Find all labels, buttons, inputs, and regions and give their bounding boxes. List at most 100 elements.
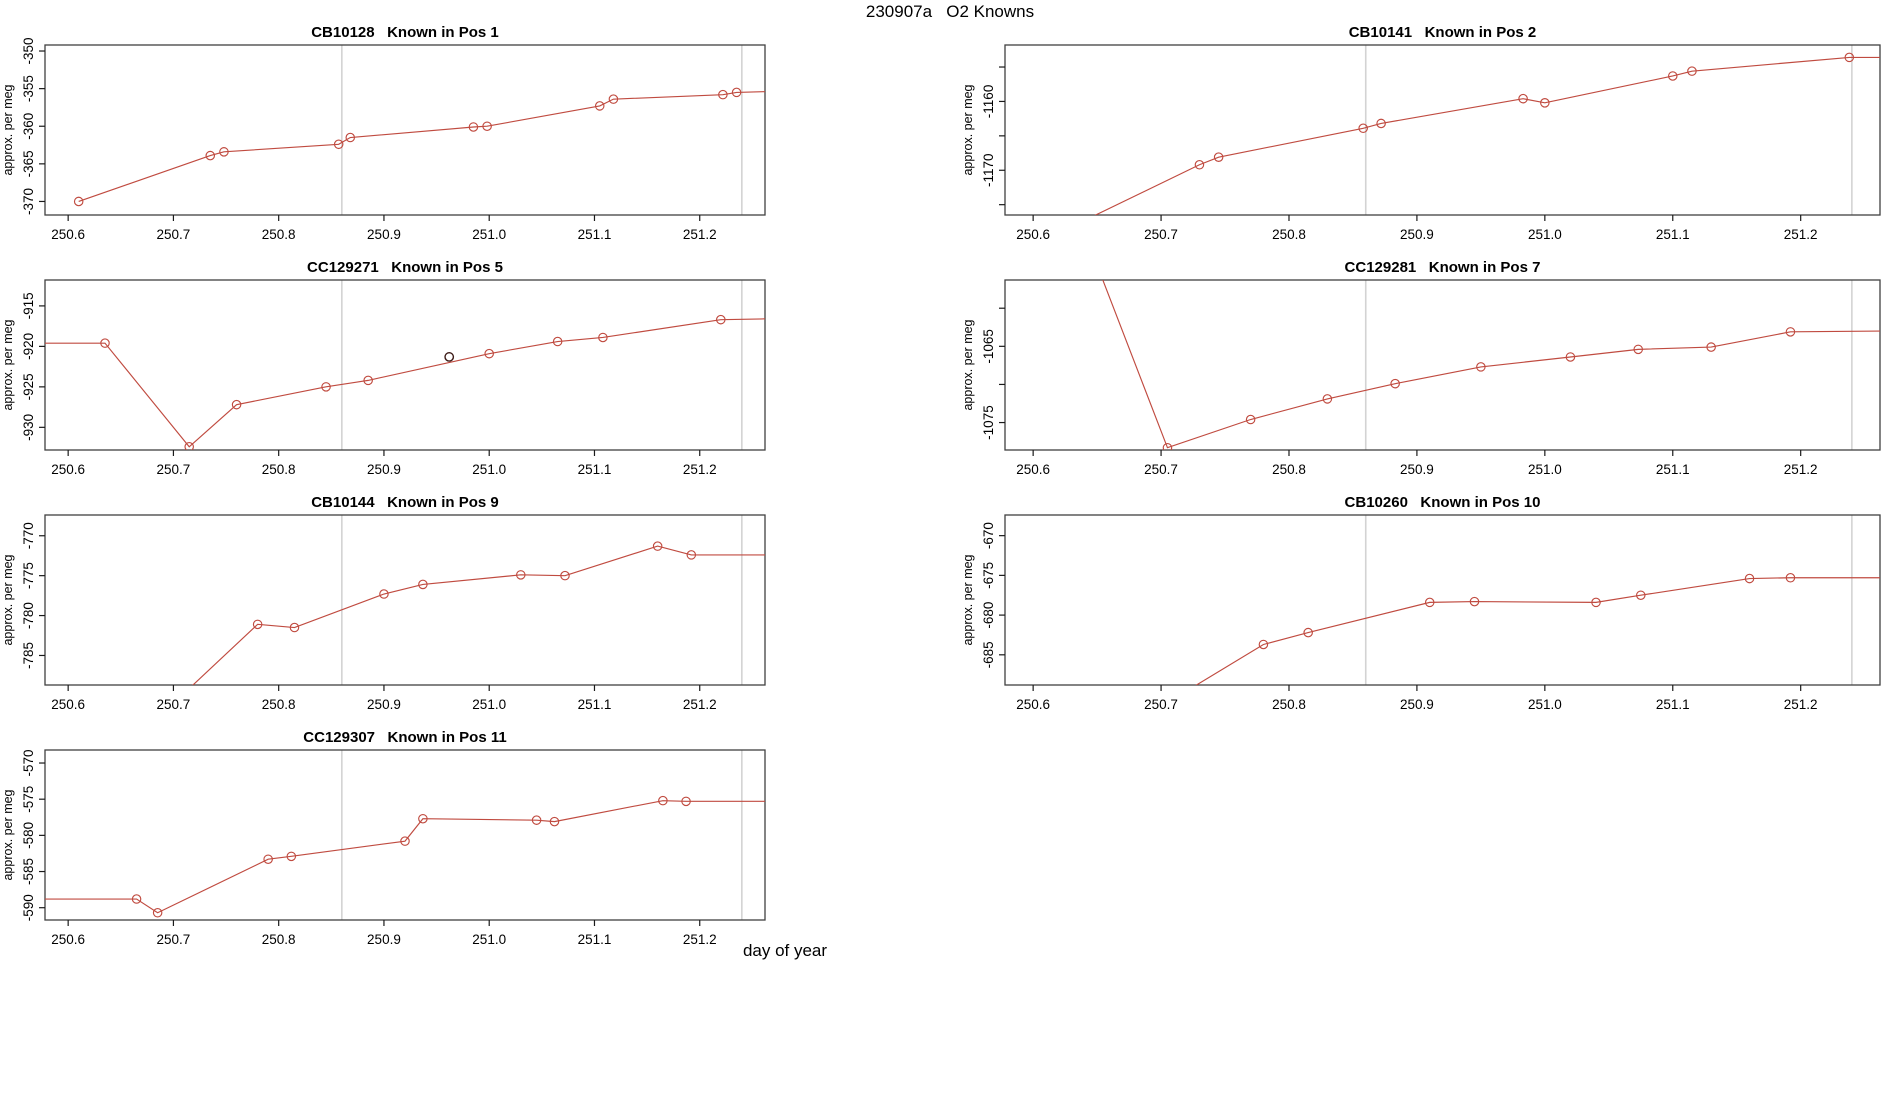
data-point-marker	[1633, 344, 1643, 355]
data-point-marker	[184, 441, 194, 450]
y-tick-label: -1065	[981, 329, 996, 364]
y-tick-label: -585	[21, 858, 36, 885]
data-point-marker	[658, 795, 668, 806]
plot-box	[1004, 514, 1881, 686]
series-group	[192, 541, 765, 685]
data-point-marker	[1476, 362, 1486, 372]
series-group	[45, 795, 765, 918]
data-point-marker	[231, 399, 242, 410]
series-line	[45, 800, 765, 914]
data-point-marker	[482, 121, 492, 132]
data-point-marker	[652, 541, 663, 551]
data-point-marker	[418, 813, 428, 824]
x-tick-label: 250.8	[262, 932, 296, 947]
series-group	[1102, 280, 1880, 450]
series-line	[1102, 280, 1880, 449]
x-tick-label: 251.2	[1784, 462, 1818, 477]
series-line	[192, 545, 765, 685]
outlier-point-marker	[444, 352, 455, 362]
series-group	[45, 314, 765, 450]
y-axis-label: approx. per meg	[1, 789, 15, 880]
x-tick-label: 250.9	[367, 697, 401, 712]
data-point-marker	[598, 332, 608, 343]
x-tick-label: 250.7	[157, 932, 191, 947]
x-tick-label: 250.6	[51, 932, 85, 947]
x-axis-label: day of year	[742, 941, 828, 960]
data-point-marker	[1424, 597, 1435, 608]
x-tick-label: 251.2	[1784, 697, 1818, 712]
series-group	[73, 87, 765, 207]
x-tick-label: 250.8	[262, 227, 296, 242]
y-tick-label: -570	[21, 750, 36, 777]
data-point-marker	[73, 196, 84, 207]
data-point-marker	[1258, 639, 1269, 650]
series-line	[45, 318, 765, 448]
data-point-marker	[418, 579, 428, 590]
x-tick-label: 250.7	[157, 462, 191, 477]
data-point-marker	[681, 796, 691, 807]
x-tick-label: 251.2	[683, 462, 717, 477]
x-tick-label: 250.6	[51, 697, 85, 712]
y-axis-label: approx. per meg	[961, 554, 975, 645]
y-tick-label: -1170	[981, 153, 996, 187]
data-point-marker	[1390, 378, 1400, 389]
data-point-marker	[1591, 597, 1601, 608]
x-tick-label: 250.9	[367, 227, 401, 242]
x-tick-label: 251.1	[578, 227, 612, 242]
series-line	[78, 91, 765, 203]
x-tick-label: 250.8	[1272, 462, 1306, 477]
data-point-marker	[516, 570, 526, 580]
y-tick-label: -920	[21, 333, 36, 360]
y-tick-label: -590	[21, 894, 36, 921]
data-point-marker	[379, 589, 389, 599]
data-point-marker	[219, 147, 229, 157]
data-point-marker	[686, 550, 697, 560]
data-point-marker	[333, 139, 344, 150]
data-point-marker	[484, 348, 494, 359]
data-point-marker	[1636, 590, 1646, 601]
x-tick-label: 250.7	[1144, 462, 1178, 477]
x-tick-label: 251.2	[1784, 227, 1818, 242]
y-tick-label: -1075	[981, 405, 996, 440]
x-tick-label: 250.6	[51, 462, 85, 477]
y-tick-label: -915	[21, 292, 36, 319]
data-point-marker	[1469, 596, 1480, 607]
subplot: CC129271 Known in Pos 5 250.6 250.7 250.8 25…	[1, 259, 766, 477]
plot-title: CC129281 Known in Pos 7	[1345, 259, 1541, 276]
data-point-marker	[560, 570, 570, 581]
data-point-marker	[718, 89, 728, 100]
data-point-marker	[608, 94, 619, 104]
x-tick-label: 251.0	[1528, 462, 1562, 477]
data-point-marker	[1687, 66, 1697, 76]
y-axis-label: approx. per meg	[1, 84, 15, 175]
y-tick-label: -370	[21, 188, 36, 215]
data-point-marker	[152, 907, 163, 918]
y-axis-label: approx. per meg	[1, 319, 15, 410]
data-point-marker	[131, 894, 142, 904]
x-tick-label: 251.1	[578, 932, 612, 947]
x-tick-label: 251.2	[683, 227, 717, 242]
x-tick-label: 250.9	[1400, 227, 1434, 242]
y-axis-label: approx. per meg	[961, 84, 975, 175]
data-point-marker	[731, 87, 742, 98]
x-tick-label: 250.9	[367, 932, 401, 947]
data-point-marker	[1540, 98, 1550, 108]
subplot: CC129281 Known in Pos 7 250.6 250.7 250.8 25…	[961, 259, 1881, 477]
x-tick-label: 251.0	[472, 462, 506, 477]
x-tick-label: 250.8	[1272, 227, 1306, 242]
data-point-marker	[1245, 414, 1256, 425]
x-tick-label: 250.6	[1016, 227, 1050, 242]
y-tick-label: -775	[21, 562, 36, 589]
plot-box	[44, 749, 766, 921]
page-title: 230907a O2 Knowns	[865, 2, 1035, 21]
data-point-marker	[1785, 572, 1796, 583]
data-point-marker	[205, 150, 216, 161]
data-point-marker	[1706, 342, 1716, 352]
y-tick-label: -360	[21, 113, 36, 140]
y-axis-label: approx. per meg	[1, 554, 15, 645]
data-point-marker	[252, 619, 263, 630]
data-point-marker	[100, 338, 110, 348]
series-group	[1195, 572, 1880, 685]
x-tick-label: 251.0	[472, 227, 506, 242]
data-point-marker	[1667, 71, 1678, 81]
